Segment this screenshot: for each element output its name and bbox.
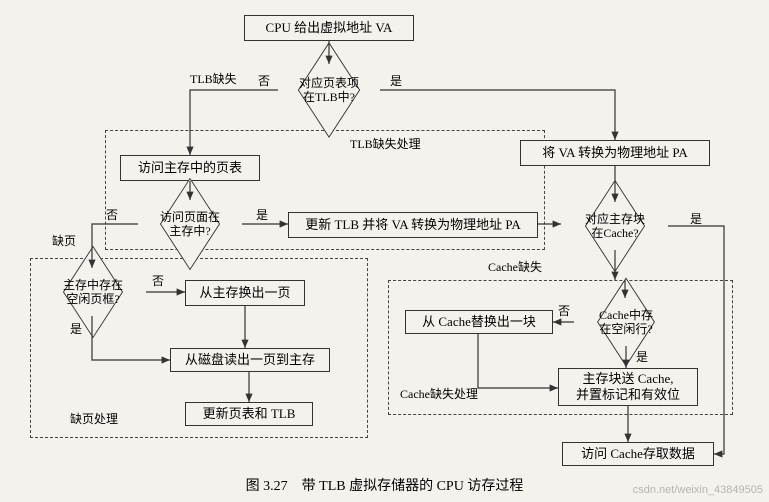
lbl-no-2: 否 xyxy=(106,206,118,223)
cache-check-diamond: 对应主存块在Cache? xyxy=(562,202,668,250)
cache-check-text: 对应主存块在Cache? xyxy=(585,212,645,241)
lbl-page-fault: 缺页 xyxy=(52,232,76,249)
swap-page-box: 从主存换出一页 xyxy=(185,280,305,306)
lbl-yes-3: 是 xyxy=(70,320,82,337)
start-box: CPU 给出虚拟地址 VA xyxy=(244,15,414,41)
lbl-cache-miss: Cache缺失 xyxy=(488,258,542,275)
sec-fault: 缺页处理 xyxy=(70,410,118,427)
va-to-pa-box: 将 VA 转换为物理地址 PA xyxy=(520,140,710,166)
update-pt-text: 更新页表和 TLB xyxy=(203,406,296,422)
load-cache-box: 主存块送 Cache,并置标记和有效位 xyxy=(558,368,698,406)
sec-tlb: TLB缺失处理 xyxy=(350,135,421,152)
access-cache-text: 访问 Cache存取数据 xyxy=(581,446,695,462)
lbl-yes-2: 是 xyxy=(256,206,268,223)
swap-cache-box: 从 Cache替换出一块 xyxy=(405,310,553,334)
cache-free-diamond: Cache中存在空闲行? xyxy=(574,298,678,346)
lbl-no-3: 否 xyxy=(152,272,164,289)
start-text: CPU 给出虚拟地址 VA xyxy=(266,20,393,36)
sec-cache: Cache缺失处理 xyxy=(400,385,478,402)
load-disk-box: 从磁盘读出一页到主存 xyxy=(170,348,330,372)
free-frame-diamond: 主存中存在空闲页框? xyxy=(40,268,146,316)
lbl-no-4: 否 xyxy=(558,302,570,319)
page-in-mem-diamond: 访问页面在主存中? xyxy=(138,200,242,248)
page-in-mem-text: 访问页面在主存中? xyxy=(160,210,220,239)
update-tlb-text: 更新 TLB 并将 VA 转换为物理地址 PA xyxy=(305,217,521,233)
read-pt-text: 访问主存中的页表 xyxy=(138,160,242,176)
swap-cache-text: 从 Cache替换出一块 xyxy=(422,314,536,330)
swap-page-text: 从主存换出一页 xyxy=(199,285,290,301)
load-cache-text: 主存块送 Cache,并置标记和有效位 xyxy=(576,371,680,402)
access-cache-box: 访问 Cache存取数据 xyxy=(562,442,714,466)
tlb-check-text: 对应页表项在TLB中? xyxy=(299,76,359,105)
load-disk-text: 从磁盘读出一页到主存 xyxy=(185,352,315,368)
update-pt-box: 更新页表和 TLB xyxy=(185,402,313,426)
cache-free-text: Cache中存在空闲行? xyxy=(599,308,653,337)
tlb-check-diamond: 对应页表项在TLB中? xyxy=(278,65,380,115)
lbl-no-1: 否 xyxy=(258,72,270,89)
va-to-pa-text: 将 VA 转换为物理地址 PA xyxy=(542,145,688,161)
lbl-yes-4: 是 xyxy=(690,210,702,227)
lbl-yes-1: 是 xyxy=(390,72,402,89)
watermark-text: csdn.net/weixin_43849505 xyxy=(633,484,763,496)
lbl-yes-5: 是 xyxy=(636,348,648,365)
free-frame-text: 主存中存在空闲页框? xyxy=(63,278,123,307)
update-tlb-box: 更新 TLB 并将 VA 转换为物理地址 PA xyxy=(288,212,538,238)
lbl-tlb-miss: TLB缺失 xyxy=(190,70,237,87)
